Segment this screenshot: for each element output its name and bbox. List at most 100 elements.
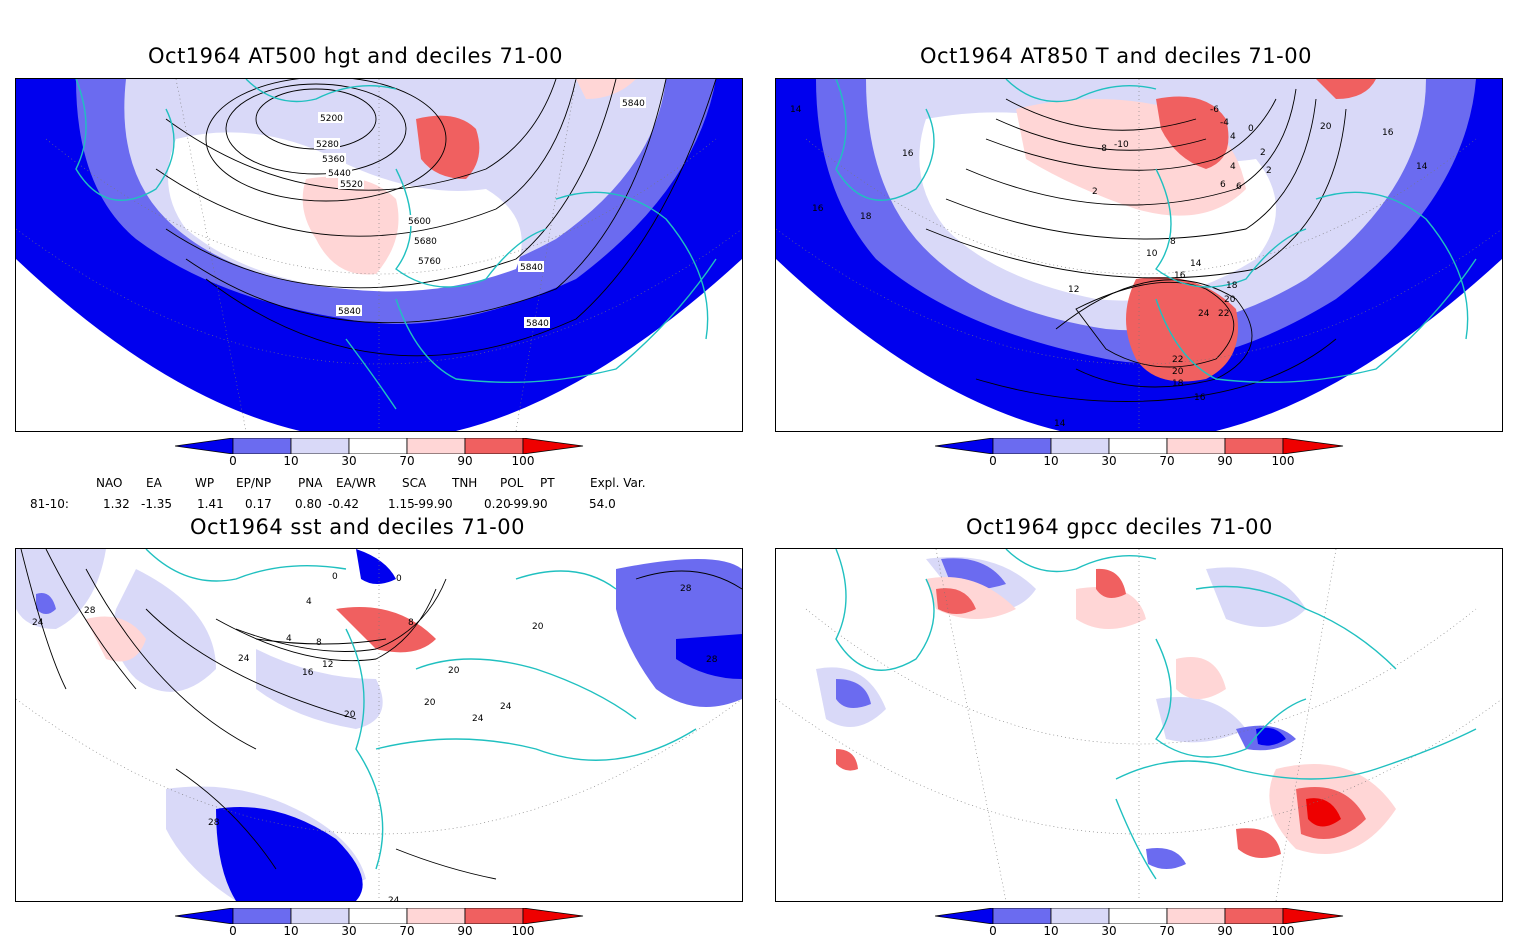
colorbar-label: 0 [229, 454, 237, 468]
svg-text:6: 6 [1220, 180, 1226, 190]
svg-text:22: 22 [1172, 355, 1183, 365]
colorbar-t850: 0 10 30 70 90 100 [935, 438, 1355, 478]
colorbar-label: 30 [341, 924, 357, 938]
svg-text:12: 12 [322, 660, 333, 670]
svg-text:12: 12 [1068, 285, 1079, 295]
svg-text:5520: 5520 [340, 180, 363, 190]
contour-labels-sst: 28 24 24 28 28 0 0 4 4 8 8 12 16 20 20 2… [32, 572, 718, 901]
svg-text:0: 0 [332, 572, 338, 582]
colorbar-label: 70 [399, 924, 415, 938]
colorbar-label: 30 [1101, 454, 1117, 468]
map-panel-sst: 28 24 24 28 28 0 0 4 4 8 8 12 16 20 20 2… [15, 548, 743, 902]
svg-text:14: 14 [1054, 419, 1066, 429]
svg-text:16: 16 [902, 149, 914, 159]
svg-text:10: 10 [1146, 249, 1158, 259]
svg-text:5760: 5760 [418, 257, 441, 267]
svg-text:4: 4 [306, 597, 312, 607]
map-hgt500: 5200 5280 5360 5440 5520 5600 5680 5760 … [16, 79, 742, 431]
svg-text:24: 24 [500, 702, 512, 712]
index-header: WP [195, 476, 215, 490]
svg-text:28: 28 [208, 818, 220, 828]
colorbar-label: 90 [457, 924, 473, 938]
index-value: 1.32 [103, 497, 130, 511]
svg-text:20: 20 [424, 698, 436, 708]
svg-text:24: 24 [388, 896, 400, 901]
index-value: 0.20 [484, 497, 511, 511]
svg-text:28: 28 [680, 584, 692, 594]
svg-text:20: 20 [344, 710, 356, 720]
svg-text:20: 20 [1172, 367, 1184, 377]
index-header: TNH [452, 476, 478, 490]
svg-text:5840: 5840 [526, 319, 549, 329]
colorbar-gpcc: 0 10 30 70 90 100 [935, 908, 1355, 948]
svg-text:22: 22 [1218, 309, 1229, 319]
colorbar-label: 90 [1217, 454, 1233, 468]
index-value: 1.15 [388, 497, 415, 511]
colorbar-label: 100 [511, 924, 535, 938]
colorbar-label: 30 [341, 454, 357, 468]
colorbar-label: 0 [989, 924, 997, 938]
svg-text:5840: 5840 [622, 99, 645, 109]
svg-text:24: 24 [472, 714, 484, 724]
svg-text:-6: -6 [1210, 105, 1219, 115]
index-value: 1.41 [197, 497, 224, 511]
svg-text:14: 14 [1416, 162, 1428, 172]
index-header: PT [540, 476, 555, 490]
index-header: EP/NP [236, 476, 272, 490]
panel-title-sst: Oct1964 sst and deciles 71-00 [190, 515, 525, 539]
svg-text:8: 8 [408, 618, 414, 628]
svg-text:8: 8 [316, 638, 322, 648]
colorbar-label: 0 [229, 924, 237, 938]
colorbar-label: 100 [1271, 924, 1295, 938]
index-header: POL [500, 476, 524, 490]
svg-text:5200: 5200 [320, 114, 343, 124]
svg-text:28: 28 [706, 655, 718, 665]
index-header: NAO [96, 476, 123, 490]
svg-text:5600: 5600 [408, 217, 431, 227]
svg-text:24: 24 [1198, 309, 1210, 319]
contour-labels-hgt500: 5200 5280 5360 5440 5520 5600 5680 5760 … [314, 97, 646, 329]
index-value: 0.17 [245, 497, 272, 511]
panel-title-hgt500: Oct1964 AT500 hgt and deciles 71-00 [148, 44, 564, 68]
svg-text:4: 4 [286, 634, 292, 644]
svg-text:18: 18 [860, 212, 872, 222]
colorbar-hgt500: 0 10 30 70 90 100 [175, 438, 595, 478]
map-t850: 14 16 16 18 2 0 2 4 6 -8 -10 -6 -4 20 14… [776, 79, 1502, 431]
svg-text:20: 20 [532, 622, 544, 632]
colorbar-sst: 0 10 30 70 90 100 [175, 908, 595, 948]
svg-text:0: 0 [1248, 124, 1254, 134]
svg-text:2: 2 [1266, 166, 1272, 176]
index-header: PNA [298, 476, 323, 490]
svg-text:28: 28 [84, 606, 96, 616]
map-panel-hgt500: 5200 5280 5360 5440 5520 5600 5680 5760 … [15, 78, 743, 432]
svg-text:2: 2 [1092, 187, 1098, 197]
index-row-label: 81-10: [30, 497, 69, 511]
colorbar-label: 90 [457, 454, 473, 468]
svg-text:18: 18 [1226, 281, 1238, 291]
svg-text:24: 24 [238, 654, 250, 664]
map-panel-t850: 14 16 16 18 2 0 2 4 6 -8 -10 -6 -4 20 14… [775, 78, 1503, 432]
svg-text:16: 16 [1174, 271, 1186, 281]
svg-text:2: 2 [1260, 148, 1266, 158]
svg-text:20: 20 [1320, 122, 1332, 132]
index-value: -99.90 [509, 497, 548, 511]
svg-text:20: 20 [1224, 295, 1236, 305]
index-value: 0.80 [295, 497, 322, 511]
colorbar-label: 10 [283, 454, 299, 468]
svg-text:0: 0 [396, 574, 402, 584]
map-sst: 28 24 24 28 28 0 0 4 4 8 8 12 16 20 20 2… [16, 549, 742, 901]
svg-text:5280: 5280 [316, 140, 339, 150]
index-header: EA/WR [336, 476, 377, 490]
colorbar-label: 0 [989, 454, 997, 468]
svg-text:16: 16 [1194, 393, 1206, 403]
contour-labels-t850: 14 16 16 18 2 0 2 4 6 -8 -10 -6 -4 20 14… [790, 105, 1428, 429]
map-panel-gpcc [775, 548, 1503, 902]
svg-text:16: 16 [1382, 128, 1394, 138]
svg-text:-8: -8 [1098, 144, 1107, 154]
index-header: Expl. Var. [590, 476, 646, 490]
colorbar-label: 70 [1159, 924, 1175, 938]
index-header: SCA [402, 476, 427, 490]
svg-text:-4: -4 [1220, 118, 1229, 128]
colorbar-label: 10 [283, 924, 299, 938]
map-gpcc [776, 549, 1502, 901]
